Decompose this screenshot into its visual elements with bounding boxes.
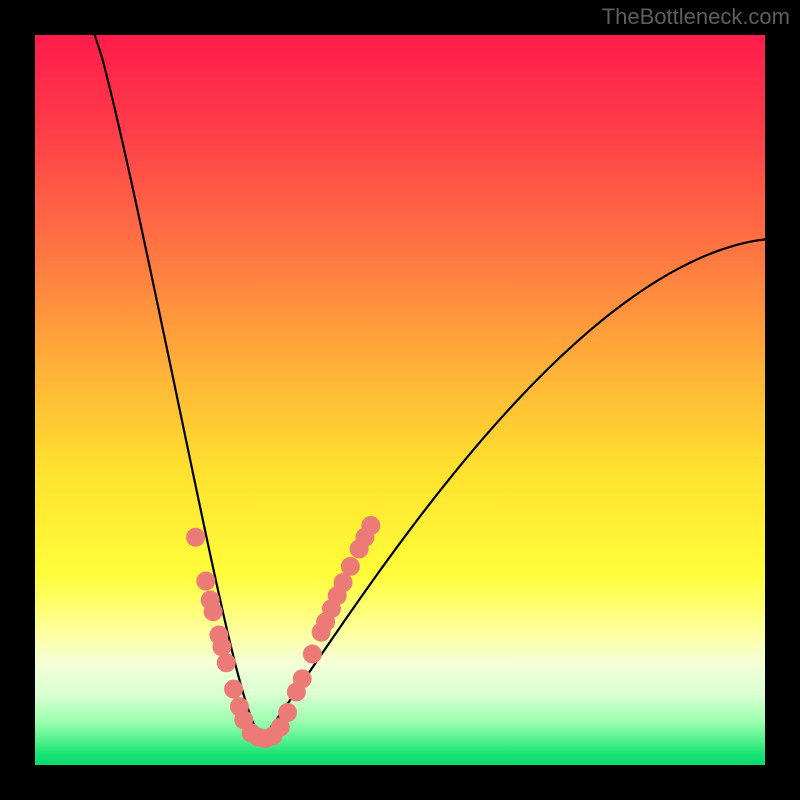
data-marker <box>278 703 297 722</box>
data-marker <box>212 637 231 656</box>
data-marker <box>341 557 360 576</box>
chart-svg <box>0 0 800 800</box>
data-marker <box>204 602 223 621</box>
data-marker <box>303 645 322 664</box>
chart-canvas: TheBottleneck.com <box>0 0 800 800</box>
watermark-text: TheBottleneck.com <box>602 4 790 30</box>
data-marker <box>217 653 236 672</box>
data-marker <box>293 669 312 688</box>
data-marker <box>196 572 215 591</box>
data-marker <box>361 516 380 535</box>
data-marker <box>186 528 205 547</box>
data-marker <box>224 680 243 699</box>
